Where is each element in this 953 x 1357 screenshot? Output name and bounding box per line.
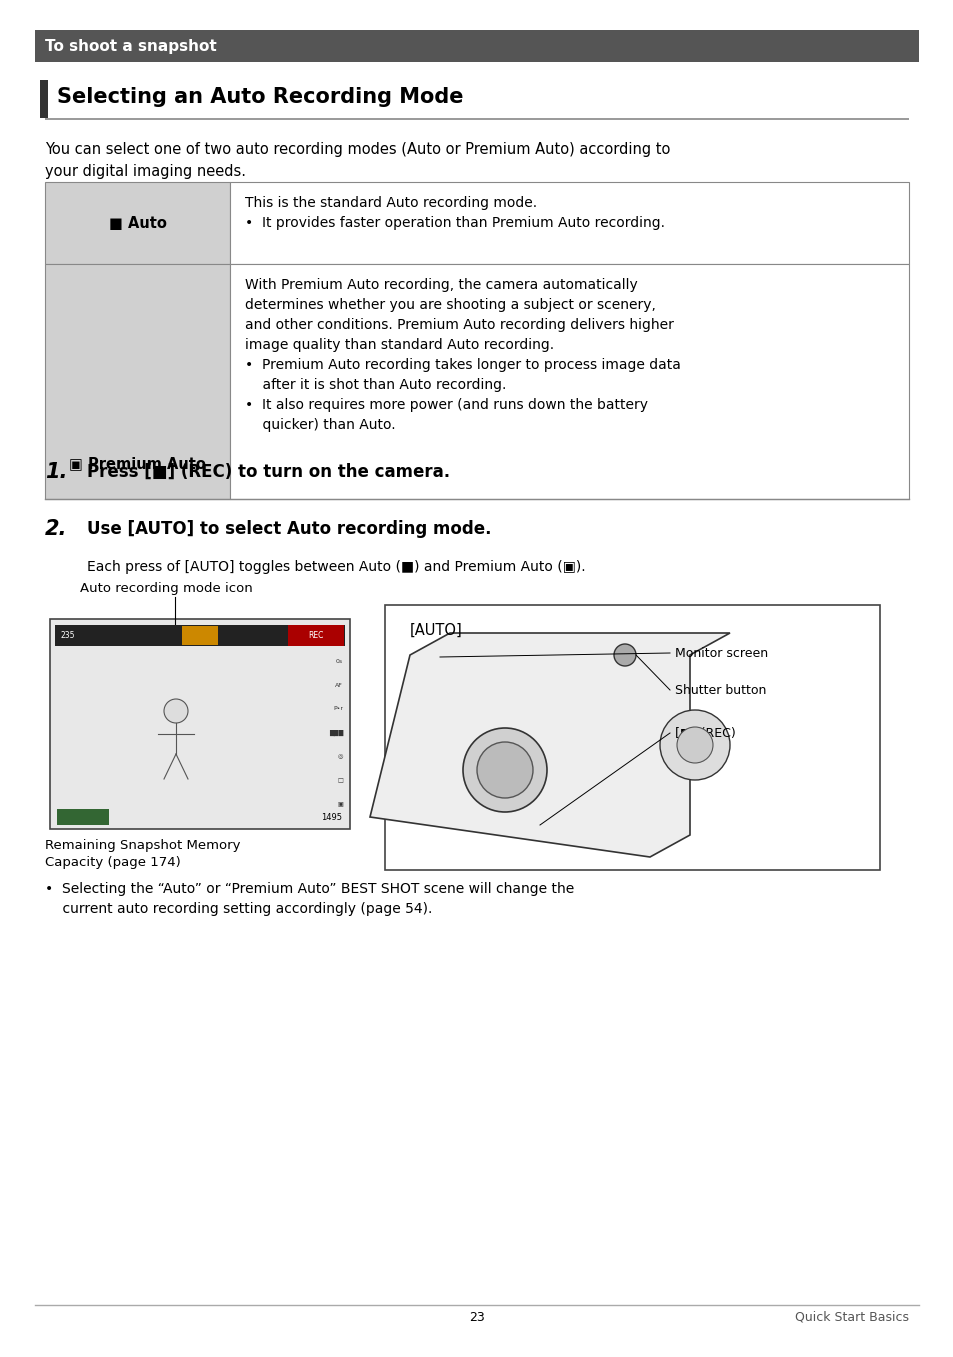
FancyBboxPatch shape bbox=[45, 265, 230, 499]
Circle shape bbox=[677, 727, 712, 763]
Text: ███: ███ bbox=[329, 730, 343, 735]
Text: 235: 235 bbox=[60, 631, 74, 641]
Text: Selecting an Auto Recording Mode: Selecting an Auto Recording Mode bbox=[57, 87, 463, 107]
Text: To shoot a snapshot: To shoot a snapshot bbox=[45, 38, 216, 53]
Text: [■] (REC): [■] (REC) bbox=[675, 726, 735, 740]
Text: 1.: 1. bbox=[45, 461, 68, 482]
Text: Use [AUTO] to select Auto recording mode.: Use [AUTO] to select Auto recording mode… bbox=[87, 520, 491, 537]
Text: Auto recording mode icon: Auto recording mode icon bbox=[80, 582, 253, 594]
Text: With Premium Auto recording, the camera automatically
determines whether you are: With Premium Auto recording, the camera … bbox=[245, 278, 680, 433]
Text: ◎: ◎ bbox=[337, 754, 343, 760]
Text: □: □ bbox=[336, 779, 343, 783]
Text: ■ Auto: ■ Auto bbox=[109, 216, 166, 231]
Text: 1495: 1495 bbox=[320, 813, 341, 821]
FancyBboxPatch shape bbox=[230, 182, 908, 265]
Text: Each press of [AUTO] toggles between Auto (■) and Premium Auto (▣).: Each press of [AUTO] toggles between Aut… bbox=[87, 560, 585, 574]
FancyBboxPatch shape bbox=[40, 80, 48, 118]
FancyBboxPatch shape bbox=[45, 182, 230, 265]
FancyBboxPatch shape bbox=[57, 809, 109, 825]
Circle shape bbox=[659, 710, 729, 780]
Circle shape bbox=[462, 727, 546, 811]
Text: Remaining Snapshot Memory
Capacity (page 174): Remaining Snapshot Memory Capacity (page… bbox=[45, 839, 240, 868]
FancyBboxPatch shape bbox=[55, 626, 345, 646]
Text: [AUTO]: [AUTO] bbox=[410, 623, 462, 638]
Circle shape bbox=[614, 645, 636, 666]
Text: •  Selecting the “Auto” or “Premium Auto” BEST SHOT scene will change the
    cu: • Selecting the “Auto” or “Premium Auto”… bbox=[45, 882, 574, 916]
Text: Press [■] (REC) to turn on the camera.: Press [■] (REC) to turn on the camera. bbox=[87, 463, 450, 480]
Text: 23: 23 bbox=[469, 1311, 484, 1324]
Text: REC: REC bbox=[308, 631, 323, 641]
FancyBboxPatch shape bbox=[288, 626, 344, 646]
Text: AF: AF bbox=[335, 683, 343, 688]
Polygon shape bbox=[370, 632, 729, 858]
Text: Shutter button: Shutter button bbox=[675, 684, 765, 696]
Circle shape bbox=[476, 742, 533, 798]
FancyBboxPatch shape bbox=[385, 605, 879, 870]
Text: 0s: 0s bbox=[335, 658, 343, 664]
Text: This is the standard Auto recording mode.
•  It provides faster operation than P: This is the standard Auto recording mode… bbox=[245, 195, 664, 231]
Text: 2.: 2. bbox=[45, 518, 68, 539]
Text: ▣: ▣ bbox=[336, 802, 343, 807]
Text: You can select one of two auto recording modes (Auto or Premium Auto) according : You can select one of two auto recording… bbox=[45, 142, 670, 179]
Text: Monitor screen: Monitor screen bbox=[675, 646, 767, 660]
Circle shape bbox=[164, 699, 188, 723]
FancyBboxPatch shape bbox=[182, 626, 218, 645]
Text: P•r: P•r bbox=[333, 707, 343, 711]
FancyBboxPatch shape bbox=[50, 619, 350, 829]
Text: ▣ Premium Auto: ▣ Premium Auto bbox=[69, 456, 206, 471]
FancyBboxPatch shape bbox=[230, 265, 908, 499]
FancyBboxPatch shape bbox=[35, 30, 918, 62]
Text: Quick Start Basics: Quick Start Basics bbox=[794, 1311, 908, 1324]
